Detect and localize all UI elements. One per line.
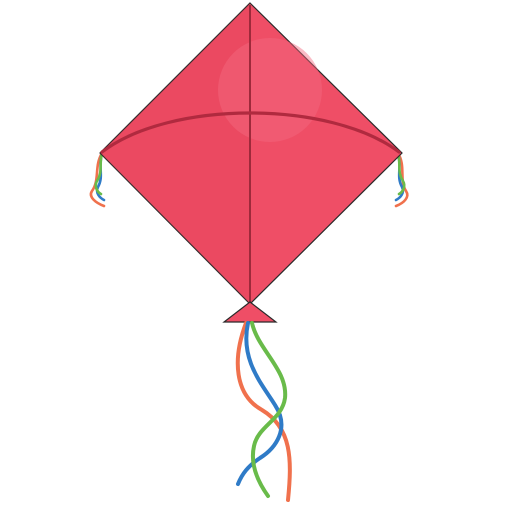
right-tassel-green-ribbon: [396, 151, 406, 196]
kite-tail: [235, 321, 292, 502]
right-tassel: [394, 151, 409, 208]
tail-blue-ribbon: [236, 321, 284, 486]
left-tassel-green-ribbon: [94, 151, 104, 196]
kite-body: [99, 2, 403, 305]
kite-left-shade: [100, 3, 250, 304]
tail-green-ribbon: [250, 321, 288, 498]
tail-orange-ribbon: [235, 321, 292, 502]
kite-tail-cap: [222, 301, 278, 323]
left-tassel-orange-ribbon: [89, 151, 106, 208]
kite-highlight: [218, 38, 322, 142]
left-tassel: [89, 151, 106, 208]
kite-bow: [100, 111, 401, 154]
right-tassel-orange-ribbon: [394, 151, 409, 208]
